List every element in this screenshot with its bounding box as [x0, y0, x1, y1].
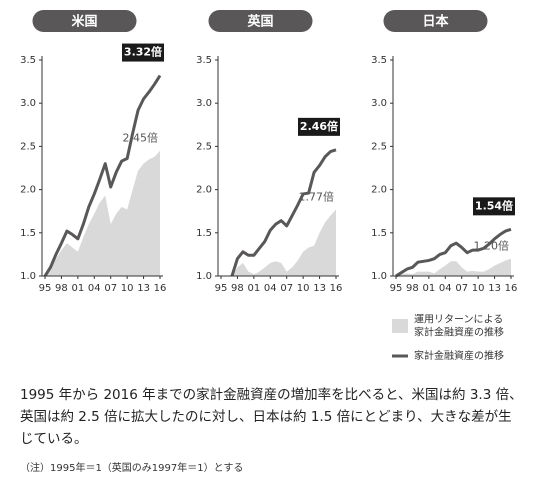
- panel-title: 日本: [422, 14, 448, 30]
- x-tick-label: 13: [313, 283, 326, 294]
- x-tick-label: 98: [55, 283, 68, 294]
- line: [43, 74, 162, 277]
- y-tick-label: 3.0: [20, 98, 36, 109]
- legend-label: 家計金融資産の推移: [414, 349, 504, 362]
- x-tick-label: 95: [390, 283, 403, 294]
- x-tick-label: 01: [247, 283, 260, 294]
- x-tick-label: 95: [39, 283, 52, 294]
- y-tick-label: 2.0: [371, 185, 387, 196]
- value-label-bg: [473, 197, 515, 216]
- panel-title: 米国: [71, 14, 97, 30]
- caption: 1995 年から 2016 年までの家計金融資産の増加率を比べると、米国は約 3…: [20, 387, 523, 447]
- x-tick-label: 95: [215, 283, 228, 294]
- x-tick-label: 16: [330, 283, 343, 294]
- x-tick-label: 04: [264, 283, 277, 294]
- area: [45, 150, 160, 276]
- line: [395, 227, 512, 278]
- y-tick-label: 3.5: [20, 55, 36, 66]
- value-label-bg: [298, 117, 340, 136]
- y-tick-label: 3.5: [371, 55, 387, 66]
- y-tick-label: 3.0: [371, 98, 387, 109]
- y-tick-label: 3.5: [196, 55, 212, 66]
- y-tick-label: 2.5: [371, 141, 387, 152]
- y-tick-label: 1.5: [371, 228, 387, 239]
- y-tick-label: 1.0: [371, 271, 387, 282]
- panel-title-bg: [32, 10, 137, 32]
- x-tick-label: 10: [121, 283, 134, 294]
- x-tick-label: 16: [505, 283, 518, 294]
- x-tick-label: 13: [137, 283, 150, 294]
- x-tick-label: 07: [104, 283, 117, 294]
- y-tick-label: 2.5: [20, 141, 36, 152]
- chart: 米国1.01.52.02.53.03.595 98 01 04 07 10 13 162.45…: [20, 10, 518, 362]
- x-tick-label: 01: [422, 283, 435, 294]
- x-tick-label: 98: [406, 283, 419, 294]
- x-tick-label: 13: [488, 283, 501, 294]
- area: [396, 258, 511, 276]
- x-tick-label: 07: [455, 283, 468, 294]
- y-tick-label: 2.0: [196, 185, 212, 196]
- value-label: 1.20倍: [474, 239, 510, 253]
- legend-swatch: [392, 319, 408, 333]
- value-label: 2.46倍: [300, 119, 338, 133]
- line: [230, 148, 337, 277]
- x-tick-label: 07: [280, 283, 293, 294]
- y-tick-label: 1.5: [196, 228, 212, 239]
- value-label: 2.45倍: [123, 131, 159, 145]
- panel-title-bg: [208, 10, 313, 32]
- y-tick-label: 1.5: [20, 228, 36, 239]
- x-tick-label: 04: [439, 283, 452, 294]
- y-tick-label: 3.0: [196, 98, 212, 109]
- x-tick-label: 01: [71, 283, 84, 294]
- x-tick-label: 04: [88, 283, 101, 294]
- value-label: 3.32倍: [124, 45, 162, 59]
- y-tick-label: 2.5: [196, 141, 212, 152]
- x-tick-label: 10: [297, 283, 310, 294]
- panel-title: 英国: [246, 14, 273, 30]
- y-tick-label: 2.0: [20, 185, 36, 196]
- y-tick-label: 1.0: [20, 271, 36, 282]
- area: [231, 209, 336, 276]
- value-label: 1.54倍: [475, 198, 513, 212]
- legend-label: 運用リターンによる家計金融資産の推移: [414, 314, 504, 339]
- note: （注）1995年＝1（英国のみ1997年＝1）とする: [20, 463, 244, 474]
- value-label-bg: [122, 43, 164, 62]
- x-tick-label: 98: [231, 283, 244, 294]
- x-tick-label: 10: [472, 283, 485, 294]
- value-label: 1.77倍: [299, 189, 335, 203]
- y-tick-label: 1.0: [196, 271, 212, 282]
- panel-title-bg: [383, 10, 488, 32]
- x-tick-label: 16: [154, 283, 167, 294]
